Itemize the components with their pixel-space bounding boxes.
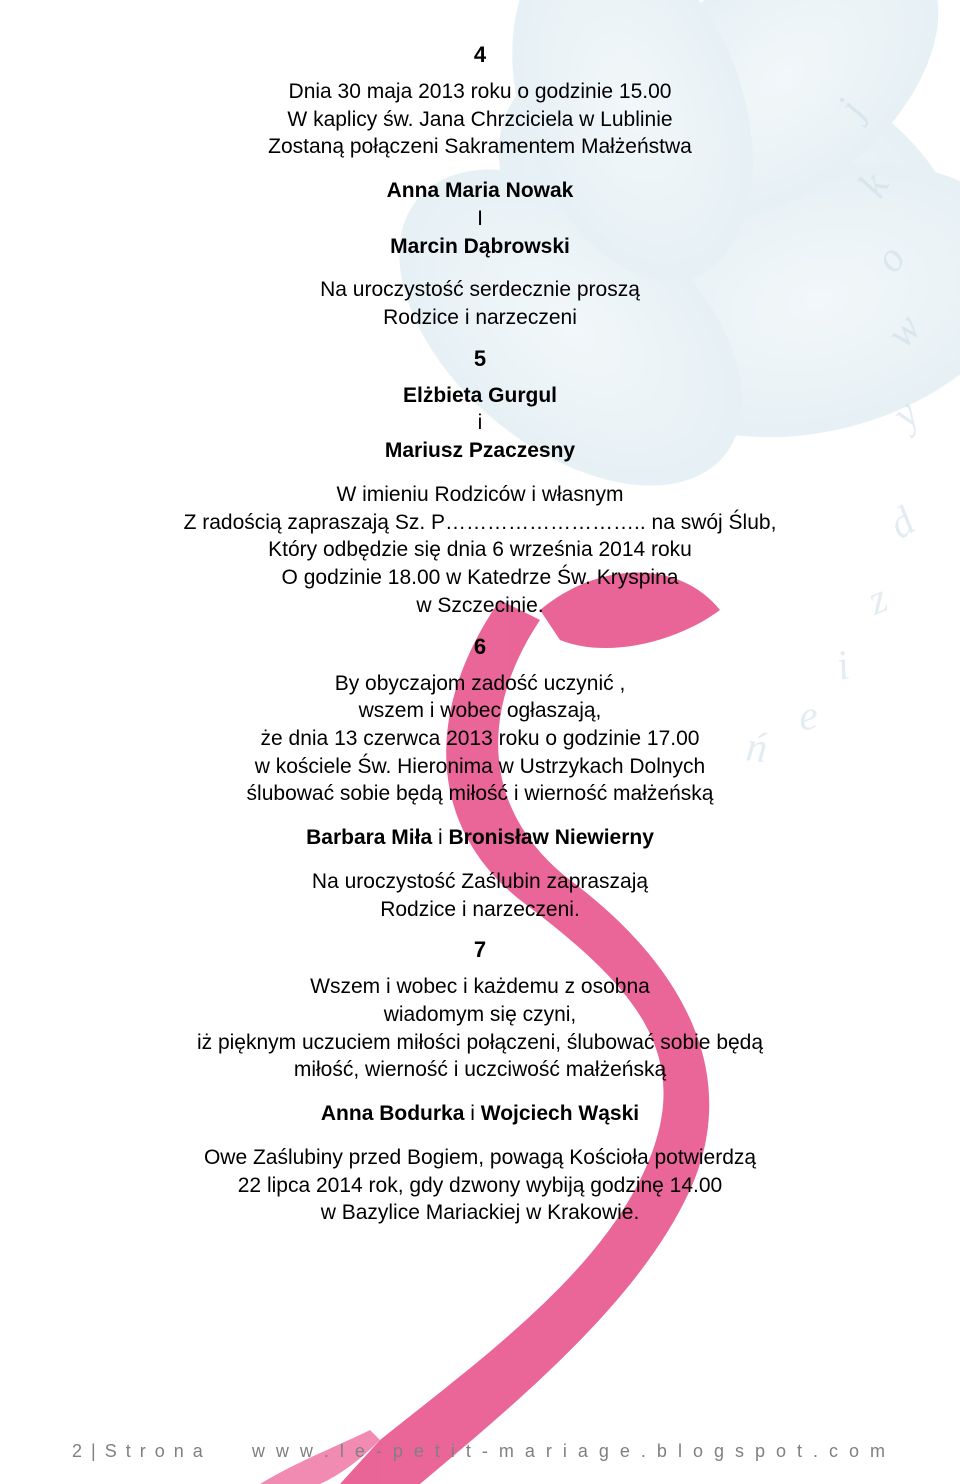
s7-name-b: Wojciech Wąski xyxy=(481,1102,639,1125)
document-body: 4 Dnia 30 maja 2013 roku o godzinie 15.0… xyxy=(0,0,960,1227)
s6-line: Rodzice i narzeczeni. xyxy=(120,896,840,924)
s7-sep: i xyxy=(464,1102,480,1125)
s6-line: Na uroczystość Zaślubin zapraszają xyxy=(120,868,840,896)
s4-line: W kaplicy św. Jana Chrzciciela w Lublini… xyxy=(120,106,840,134)
s5-line: O godzinie 18.00 w Katedrze Św. Kryspina xyxy=(120,564,840,592)
s4-line: Dnia 30 maja 2013 roku o godzinie 15.00 xyxy=(120,78,840,106)
s6-line: wszem i wobec ogłaszają, xyxy=(120,697,840,725)
s4-name-1: Anna Maria Nowak xyxy=(120,177,840,205)
s4-line: Rodzice i narzeczeni xyxy=(120,304,840,332)
s6-line: ślubować sobie będą miłość i wierność ma… xyxy=(120,780,840,808)
s7-name-a: Anna Bodurka xyxy=(321,1102,465,1125)
s5-line: w Szczecinie. xyxy=(120,592,840,620)
s7-line: wiadomym się czyni, xyxy=(120,1001,840,1029)
section-6-number: 6 xyxy=(120,634,840,660)
section-7-number: 7 xyxy=(120,937,840,963)
s5-line: W imieniu Rodziców i własnym xyxy=(120,481,840,509)
s5-sep: i xyxy=(120,409,840,437)
s6-sep: i xyxy=(432,826,448,849)
s6-line: w kościele Św. Hieronima w Ustrzykach Do… xyxy=(120,753,840,781)
s5-line: Z radością zapraszają Sz. P……………………….. n… xyxy=(120,509,840,537)
s7-line: Wszem i wobec i każdemu z osobna xyxy=(120,973,840,1001)
footer-url: w w w . l e - p e t i t - m a r i a g e … xyxy=(252,1441,888,1462)
s6-name-b: Bronisław Niewierny xyxy=(449,826,654,849)
s4-line: Zostaną połączeni Sakramentem Małżeństwa xyxy=(120,133,840,161)
s4-sep: I xyxy=(120,205,840,233)
s7-line: iż pięknym uczuciem miłości połączeni, ś… xyxy=(120,1029,840,1057)
s6-names: Barbara Miła i Bronisław Niewierny xyxy=(120,824,840,852)
s7-line: miłość, wierność i uczciwość małżeńską xyxy=(120,1056,840,1084)
s4-line: Na uroczystość serdecznie proszą xyxy=(120,276,840,304)
s7-names: Anna Bodurka i Wojciech Wąski xyxy=(120,1100,840,1128)
s5-name-2: Mariusz Pzaczesny xyxy=(120,437,840,465)
s7-line: Owe Zaślubiny przed Bogiem, powagą Kości… xyxy=(120,1144,840,1172)
s5-line: Który odbędzie się dnia 6 września 2014 … xyxy=(120,536,840,564)
s6-name-a: Barbara Miła xyxy=(306,826,432,849)
section-4-number: 4 xyxy=(120,42,840,68)
s7-line: w Bazylice Mariackiej w Krakowie. xyxy=(120,1199,840,1227)
footer-page: 2 | S t r o n a xyxy=(72,1441,205,1462)
s5-name-1: Elżbieta Gurgul xyxy=(120,382,840,410)
s7-line: 22 lipca 2014 rok, gdy dzwony wybiją god… xyxy=(120,1172,840,1200)
s6-line: By obyczajom zadość uczynić , xyxy=(120,670,840,698)
page-footer: 2 | S t r o n a w w w . l e - p e t i t … xyxy=(0,1441,960,1462)
s6-line: że dnia 13 czerwca 2013 roku o godzinie … xyxy=(120,725,840,753)
s4-name-2: Marcin Dąbrowski xyxy=(120,233,840,261)
section-5-number: 5 xyxy=(120,346,840,372)
